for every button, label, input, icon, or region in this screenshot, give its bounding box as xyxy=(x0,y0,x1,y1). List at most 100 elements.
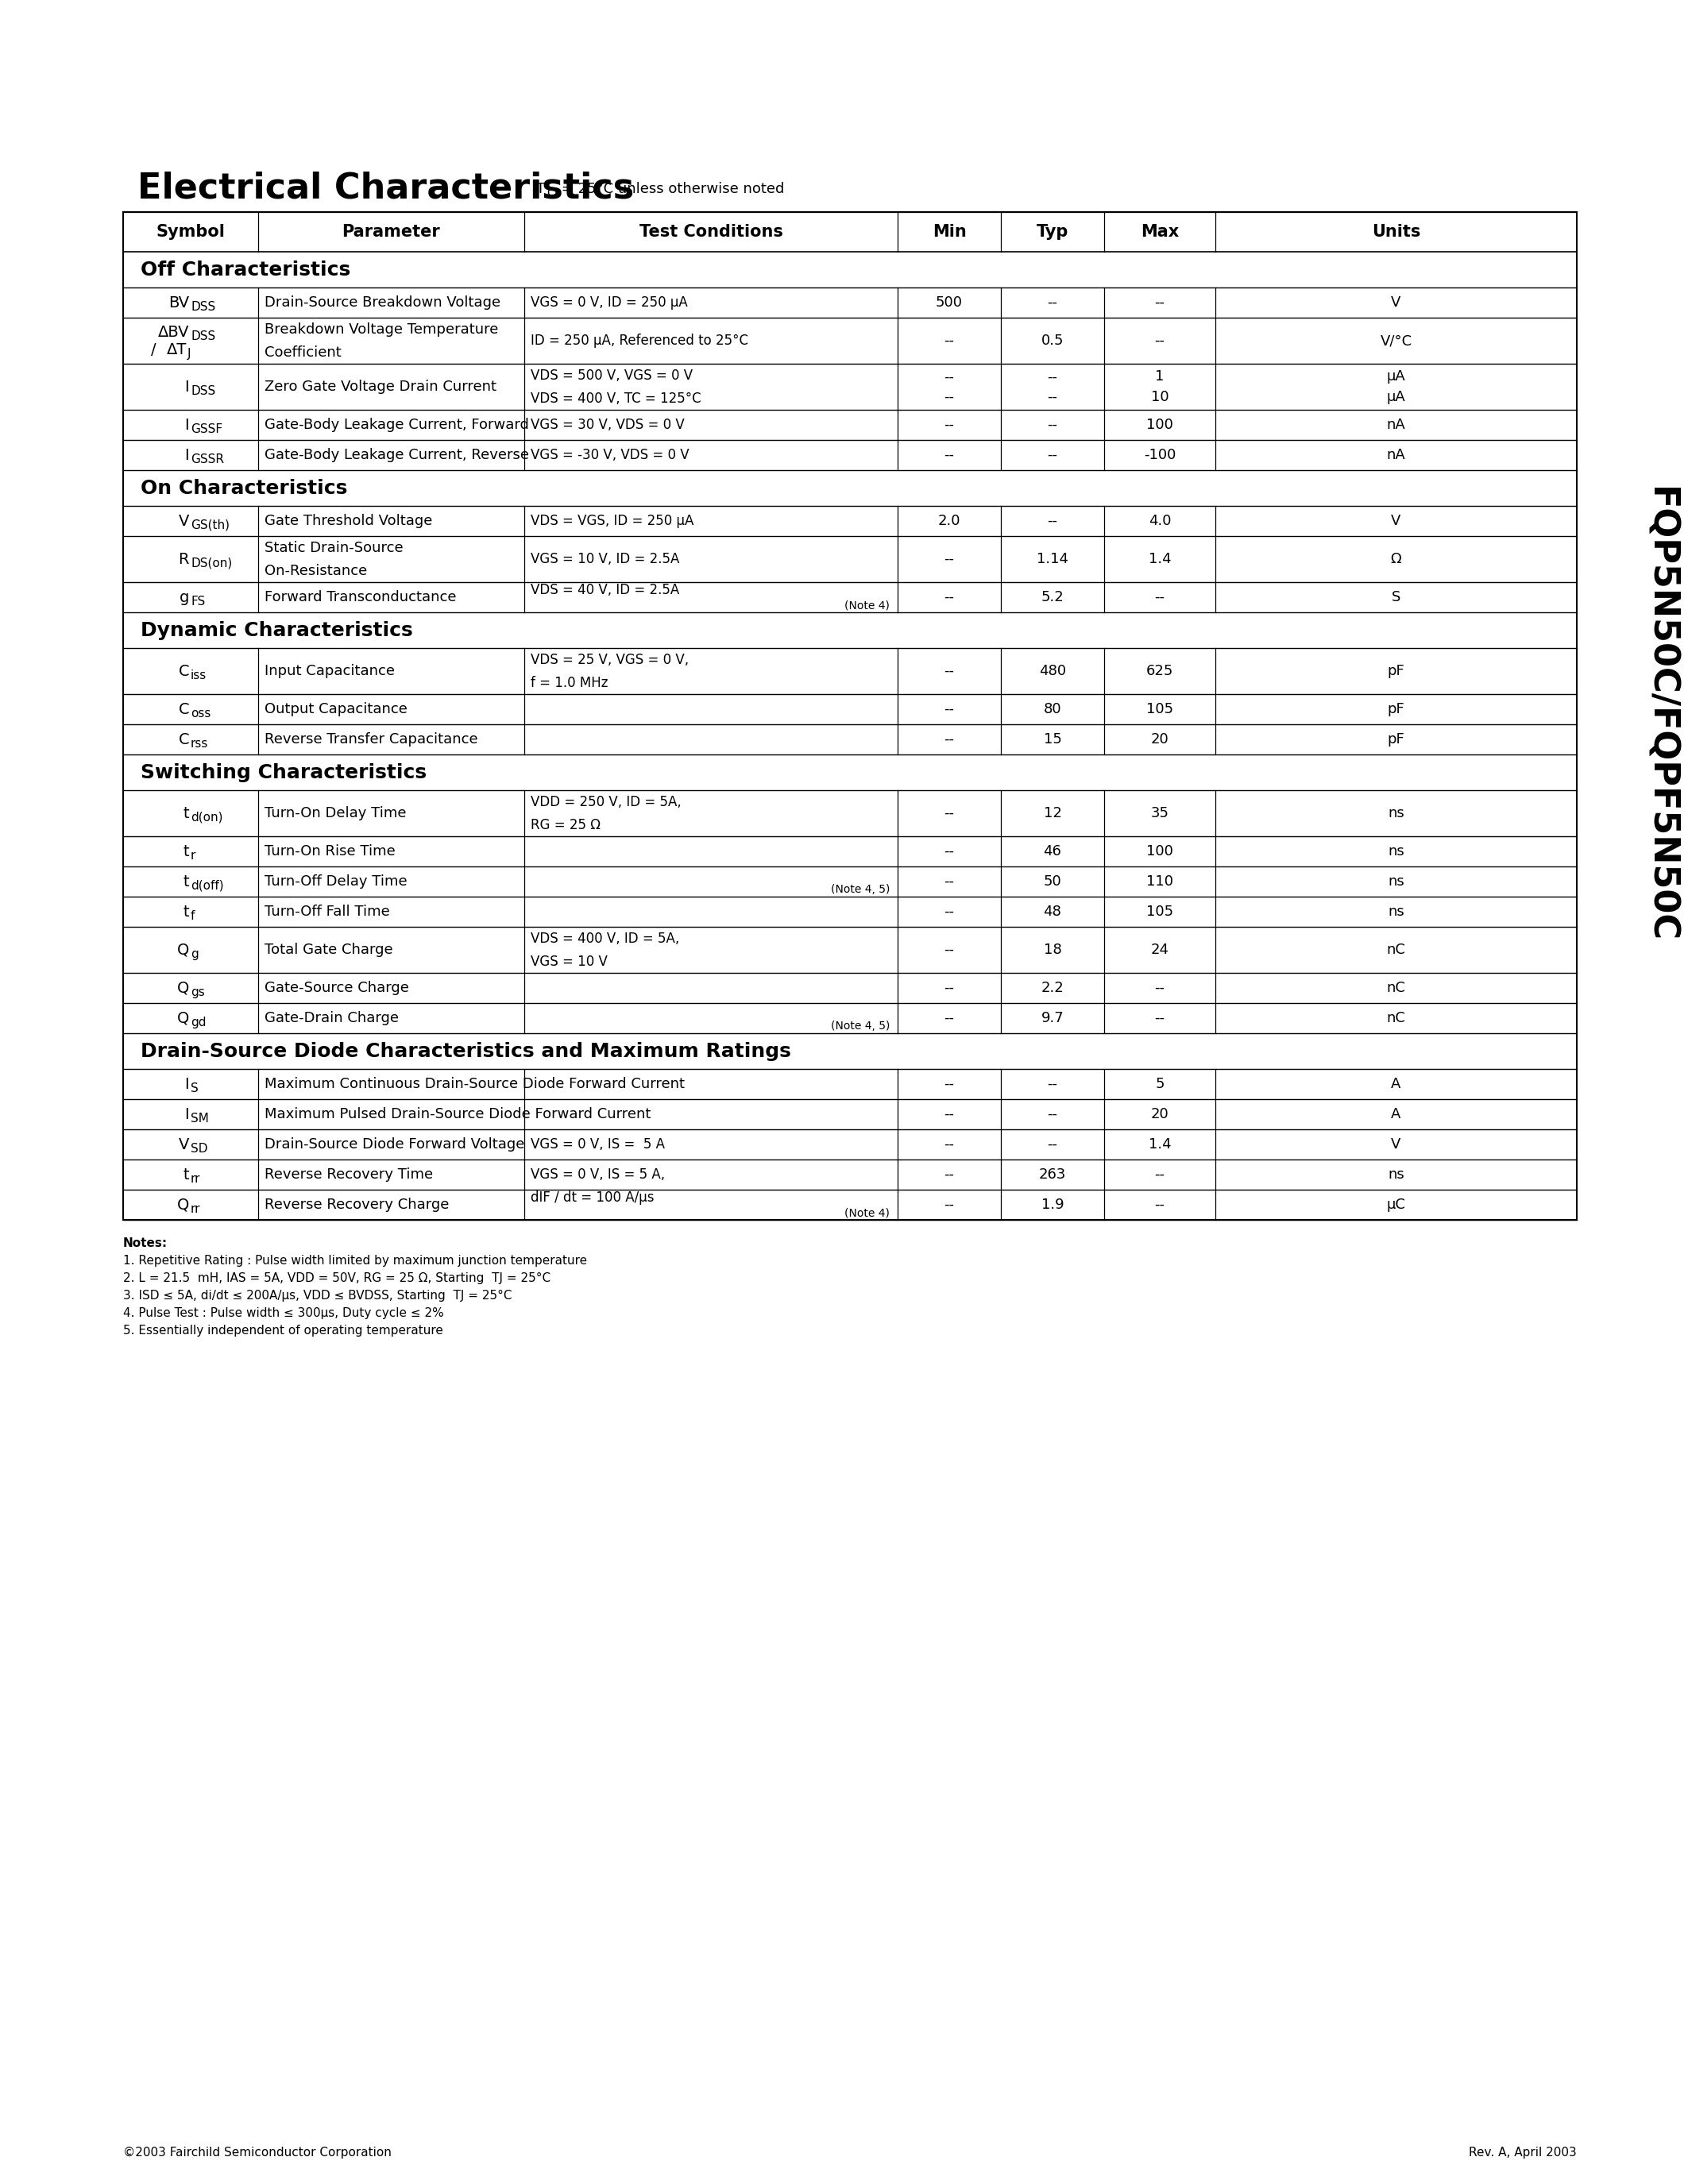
Text: 50: 50 xyxy=(1043,874,1062,889)
Text: --: -- xyxy=(1047,1107,1058,1120)
Text: I: I xyxy=(184,417,189,432)
Text: 110: 110 xyxy=(1146,874,1173,889)
Text: /: / xyxy=(150,343,157,356)
Text: dIF / dt = 100 A/μs: dIF / dt = 100 A/μs xyxy=(530,1190,655,1203)
Text: 9.7: 9.7 xyxy=(1041,1011,1063,1024)
Text: ns: ns xyxy=(1388,904,1404,919)
Text: 2.2: 2.2 xyxy=(1041,981,1063,996)
Text: nC: nC xyxy=(1386,1011,1406,1024)
Text: 100: 100 xyxy=(1146,417,1173,432)
Text: 80: 80 xyxy=(1043,701,1062,716)
Text: --: -- xyxy=(944,389,954,404)
Text: 20: 20 xyxy=(1151,1107,1168,1120)
Text: 46: 46 xyxy=(1043,845,1062,858)
Text: BV: BV xyxy=(169,295,189,310)
Text: Q: Q xyxy=(177,981,189,996)
Text: 4.0: 4.0 xyxy=(1148,513,1171,529)
Text: oss: oss xyxy=(191,708,211,719)
Text: gs: gs xyxy=(191,985,204,998)
Text: Turn-Off Delay Time: Turn-Off Delay Time xyxy=(265,874,407,889)
Text: --: -- xyxy=(944,664,954,679)
Text: 2. L = 21.5  mH, IAS = 5A, VDD = 50V, RG = 25 Ω, Starting  TJ = 25°C: 2. L = 21.5 mH, IAS = 5A, VDD = 50V, RG … xyxy=(123,1273,550,1284)
Text: C: C xyxy=(547,188,554,199)
Text: --: -- xyxy=(944,732,954,747)
Text: --: -- xyxy=(944,806,954,821)
Text: nA: nA xyxy=(1386,417,1406,432)
Text: f = 1.0 MHz: f = 1.0 MHz xyxy=(530,675,608,690)
Text: Units: Units xyxy=(1372,225,1421,240)
Text: = 25°C unless otherwise noted: = 25°C unless otherwise noted xyxy=(557,181,785,197)
Text: --: -- xyxy=(1047,389,1058,404)
Text: 1: 1 xyxy=(1155,369,1165,384)
Text: 5. Essentially independent of operating temperature: 5. Essentially independent of operating … xyxy=(123,1326,444,1337)
Text: FQP5N50C/FQPF5N50C: FQP5N50C/FQPF5N50C xyxy=(1642,487,1678,943)
Text: VDS = 40 V, ID = 2.5A: VDS = 40 V, ID = 2.5A xyxy=(530,583,679,596)
Text: 5.2: 5.2 xyxy=(1041,590,1063,605)
Text: R: R xyxy=(179,553,189,566)
Text: --: -- xyxy=(1155,295,1165,310)
Text: --: -- xyxy=(944,590,954,605)
Text: VGS = 0 V, IS = 5 A,: VGS = 0 V, IS = 5 A, xyxy=(530,1168,665,1182)
Text: V: V xyxy=(1391,513,1401,529)
Text: DSS: DSS xyxy=(191,330,216,343)
Text: VGS = 0 V, ID = 250 μA: VGS = 0 V, ID = 250 μA xyxy=(530,295,687,310)
Text: (Note 4, 5): (Note 4, 5) xyxy=(830,885,890,895)
Text: --: -- xyxy=(944,553,954,566)
Text: 1.4: 1.4 xyxy=(1148,1138,1171,1151)
Text: V: V xyxy=(179,513,189,529)
Text: --: -- xyxy=(944,1107,954,1120)
Text: S: S xyxy=(1391,590,1401,605)
Text: VDS = 500 V, VGS = 0 V: VDS = 500 V, VGS = 0 V xyxy=(530,369,692,382)
Text: 5: 5 xyxy=(1155,1077,1165,1092)
Text: nC: nC xyxy=(1386,943,1406,957)
Text: μC: μC xyxy=(1386,1197,1406,1212)
Text: ns: ns xyxy=(1388,845,1404,858)
Text: ns: ns xyxy=(1388,1168,1404,1182)
Text: Zero Gate Voltage Drain Current: Zero Gate Voltage Drain Current xyxy=(265,380,496,393)
Text: f: f xyxy=(191,911,194,922)
Text: ΔT: ΔT xyxy=(167,343,187,356)
Text: t: t xyxy=(182,843,189,858)
Text: --: -- xyxy=(1047,295,1058,310)
Text: --: -- xyxy=(944,845,954,858)
Text: rr: rr xyxy=(191,1173,201,1184)
Text: I: I xyxy=(184,448,189,463)
Text: (Note 4): (Note 4) xyxy=(844,1208,890,1219)
Text: V/°C: V/°C xyxy=(1381,334,1411,347)
Text: t: t xyxy=(182,806,189,821)
Text: --: -- xyxy=(944,1011,954,1024)
Text: Drain-Source Diode Characteristics and Maximum Ratings: Drain-Source Diode Characteristics and M… xyxy=(140,1042,792,1061)
Text: Q: Q xyxy=(177,1011,189,1026)
Text: Off Characteristics: Off Characteristics xyxy=(140,260,351,280)
Text: 100: 100 xyxy=(1146,845,1173,858)
Text: 625: 625 xyxy=(1146,664,1173,679)
Text: (Note 4): (Note 4) xyxy=(844,601,890,612)
Text: GSSR: GSSR xyxy=(191,452,225,465)
Text: 105: 105 xyxy=(1146,701,1173,716)
Text: Reverse Recovery Charge: Reverse Recovery Charge xyxy=(265,1197,449,1212)
Text: g: g xyxy=(179,590,189,605)
Text: 10: 10 xyxy=(1151,389,1168,404)
Text: Turn-On Delay Time: Turn-On Delay Time xyxy=(265,806,407,821)
Text: VGS = 10 V: VGS = 10 V xyxy=(530,954,608,968)
Text: Output Capacitance: Output Capacitance xyxy=(265,701,407,716)
Text: VDS = 25 V, VGS = 0 V,: VDS = 25 V, VGS = 0 V, xyxy=(530,653,689,666)
Text: ©2003 Fairchild Semiconductor Corporation: ©2003 Fairchild Semiconductor Corporatio… xyxy=(123,2147,392,2158)
Text: 12: 12 xyxy=(1043,806,1062,821)
Text: Ω: Ω xyxy=(1391,553,1401,566)
Text: --: -- xyxy=(944,874,954,889)
Text: --: -- xyxy=(1155,1168,1165,1182)
Text: rss: rss xyxy=(191,738,208,749)
Text: Forward Transconductance: Forward Transconductance xyxy=(265,590,456,605)
Text: On-Resistance: On-Resistance xyxy=(265,563,368,579)
Text: SD: SD xyxy=(191,1142,208,1155)
Text: DS(on): DS(on) xyxy=(191,557,233,570)
Text: --: -- xyxy=(1047,448,1058,463)
Text: --: -- xyxy=(944,981,954,996)
Text: d(on): d(on) xyxy=(191,810,223,823)
Text: VGS = 30 V, VDS = 0 V: VGS = 30 V, VDS = 0 V xyxy=(530,417,685,432)
Bar xyxy=(123,212,1577,1221)
Text: Drain-Source Diode Forward Voltage: Drain-Source Diode Forward Voltage xyxy=(265,1138,525,1151)
Text: Gate Threshold Voltage: Gate Threshold Voltage xyxy=(265,513,432,529)
Text: 1. Repetitive Rating : Pulse width limited by maximum junction temperature: 1. Repetitive Rating : Pulse width limit… xyxy=(123,1256,587,1267)
